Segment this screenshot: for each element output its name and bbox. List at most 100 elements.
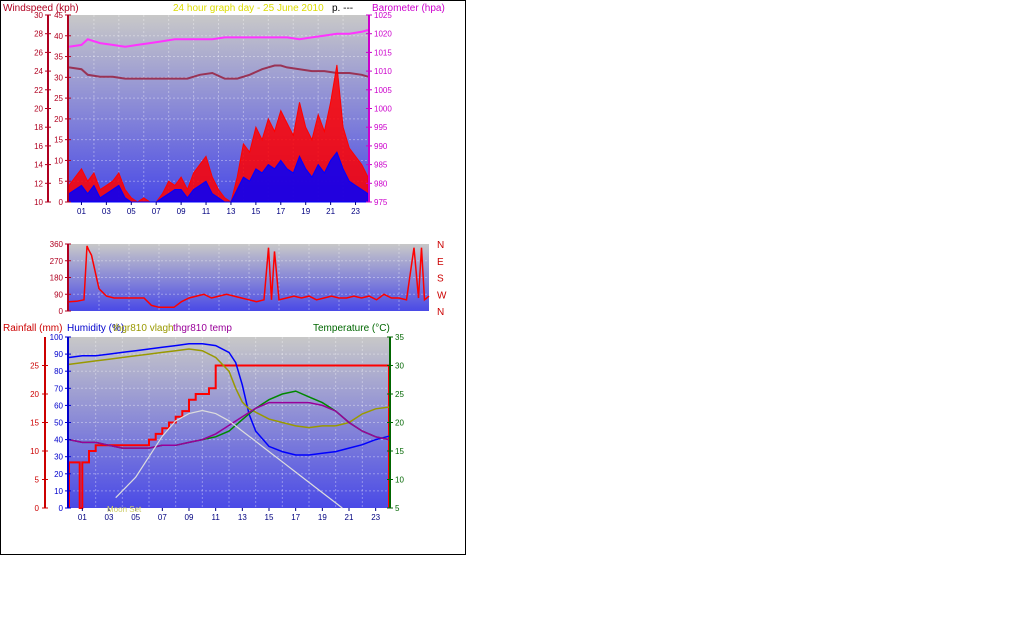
y-tick-label: 1000: [374, 105, 392, 114]
chart-title: 24 hour graph day - 25 June 2010: [173, 3, 324, 14]
humidity-series: [68, 343, 390, 456]
y-tick-label: 90: [54, 290, 63, 299]
y-tick-label: 30: [54, 73, 63, 82]
x-tick-label: 21: [326, 207, 335, 216]
top-series-group: [68, 29, 369, 203]
x-tick-label: 05: [131, 513, 140, 522]
y-tick-label: 70: [54, 384, 63, 393]
barometer-axis-label: Barometer (hpa): [372, 3, 445, 14]
temperature-axis-label: Temperature (°C): [313, 323, 390, 334]
y-tick-label: 10: [34, 198, 43, 207]
y-tick-label: 26: [34, 48, 43, 57]
y-tick-label: 985: [374, 161, 388, 170]
direction-series: [68, 245, 430, 309]
y-tick-label: 50: [54, 419, 63, 428]
bottom-series-group: [68, 343, 390, 509]
y-tick-label: 5: [59, 177, 64, 186]
compass-label: E: [437, 257, 444, 268]
gust-series: [68, 64, 369, 203]
y-tick-label: 24: [34, 67, 43, 76]
x-tick-label: 21: [345, 513, 354, 522]
y-tick-label: 0: [59, 307, 64, 316]
x-tick-label: 03: [105, 513, 114, 522]
compass-label: N: [437, 240, 444, 251]
thgr810_temp-series: [68, 401, 390, 449]
thgr810-temp-axis-label: thgr810 temp: [173, 323, 232, 334]
y-tick-label: 0: [59, 504, 64, 513]
x-tick-label: 01: [77, 207, 86, 216]
x-tick-label: 11: [212, 513, 221, 522]
y-tick-label: 1025: [374, 11, 392, 20]
y-tick-label: 20: [395, 419, 404, 428]
y-tick-label: 980: [374, 179, 388, 188]
x-tick-label: 19: [301, 207, 310, 216]
y-tick-label: 12: [34, 179, 43, 188]
y-tick-label: 15: [30, 419, 39, 428]
x-tick-label: 01: [78, 513, 87, 522]
y-tick-label: 80: [54, 367, 63, 376]
y-tick-label: 16: [34, 142, 43, 151]
x-tick-label: 15: [265, 513, 274, 522]
compass-label: N: [437, 307, 444, 318]
y-tick-label: 30: [34, 11, 43, 20]
y-tick-label: 35: [395, 333, 404, 342]
top-axes: 1012141618202224262830051015202530354045…: [34, 11, 392, 216]
y-tick-label: 10: [54, 156, 63, 165]
y-tick-label: 25: [30, 362, 39, 371]
x-tick-label: 03: [102, 207, 111, 216]
compass-label: W: [437, 290, 447, 301]
y-tick-label: 25: [54, 94, 63, 103]
y-tick-label: 20: [34, 105, 43, 114]
x-tick-label: 09: [185, 513, 194, 522]
x-tick-label: 09: [177, 207, 186, 216]
rain-series: [68, 364, 390, 509]
x-tick-label: 15: [251, 207, 260, 216]
y-tick-label: 90: [54, 350, 63, 359]
vlagh-axis-label: thgr810 vlagh: [113, 323, 174, 334]
y-tick-label: 25: [395, 390, 404, 399]
y-tick-label: 360: [50, 240, 64, 249]
moon-series: [115, 409, 343, 509]
rainfall-axis-label: Rainfall (mm): [3, 323, 62, 334]
direction-series-group: [68, 245, 430, 309]
top-chart: 1012141618202224262830051015202530354045…: [3, 3, 445, 216]
y-tick-label: 30: [54, 453, 63, 462]
x-tick-label: 13: [227, 207, 236, 216]
x-tick-label: 23: [351, 207, 360, 216]
y-tick-label: 1020: [374, 30, 392, 39]
y-tick-label: 60: [54, 401, 63, 410]
y-tick-label: 100: [50, 333, 64, 342]
bottom-chart: 0510152025010203040506070809010051015202…: [3, 323, 404, 522]
humidity-axis-label: Humidity (%): [67, 323, 124, 334]
y-tick-label: 0: [35, 504, 40, 513]
y-tick-label: 0: [59, 198, 64, 207]
barometer-series: [68, 29, 369, 48]
x-tick-label: 07: [152, 207, 161, 216]
y-tick-label: 40: [54, 436, 63, 445]
y-tick-label: 14: [34, 161, 43, 170]
y-tick-label: 270: [50, 257, 64, 266]
y-tick-label: 180: [50, 274, 64, 283]
x-tick-label: 07: [158, 513, 167, 522]
y-tick-label: 10: [395, 476, 404, 485]
y-tick-label: 45: [54, 11, 63, 20]
x-tick-label: 13: [238, 513, 247, 522]
y-tick-label: 990: [374, 142, 388, 151]
x-tick-label: 05: [127, 207, 136, 216]
x-tick-label: 11: [202, 207, 211, 216]
title-suffix: p. ---: [332, 3, 353, 14]
y-tick-label: 30: [395, 362, 404, 371]
graph-frame: 10 12 14 16 18 20 22 24 26 28 30 0 5 10 15 20 25 30 35 40 45…: [0, 0, 466, 555]
y-tick-label: 975: [374, 198, 388, 207]
y-tick-label: 20: [30, 390, 39, 399]
vlagh-series: [68, 348, 390, 429]
windspeed-axis-label: Windspeed (kph): [3, 3, 79, 14]
y-tick-label: 10: [30, 447, 39, 456]
y-tick-label: 5: [395, 504, 400, 513]
y-tick-label: 1015: [374, 48, 392, 57]
x-tick-label: 17: [276, 207, 285, 216]
x-tick-label: 19: [318, 513, 327, 522]
moon-set-annotation: Moon Set: [107, 505, 142, 514]
y-tick-label: 1005: [374, 86, 392, 95]
